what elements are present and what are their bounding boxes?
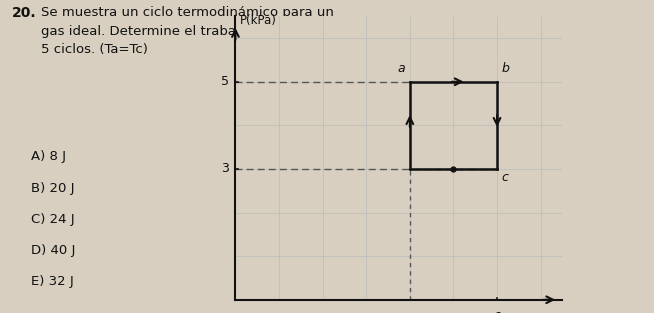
Text: D) 40 J: D) 40 J — [31, 244, 76, 257]
Text: b: b — [502, 62, 509, 75]
Text: A) 8 J: A) 8 J — [31, 150, 67, 163]
Text: Se muestra un ciclo termodinámico para un
gas ideal. Determine el trabajo útil d: Se muestra un ciclo termodinámico para u… — [41, 6, 347, 56]
Text: E) 32 J: E) 32 J — [31, 275, 74, 289]
Text: a: a — [398, 62, 405, 75]
Text: c: c — [502, 171, 508, 184]
Text: P(kPa): P(kPa) — [240, 14, 277, 27]
Text: 3: 3 — [221, 162, 229, 176]
Text: C) 24 J: C) 24 J — [31, 213, 75, 226]
Text: 20.: 20. — [12, 6, 36, 20]
Text: 6: 6 — [493, 311, 501, 313]
Text: B) 20 J: B) 20 J — [31, 182, 75, 195]
Text: 5: 5 — [221, 75, 229, 88]
